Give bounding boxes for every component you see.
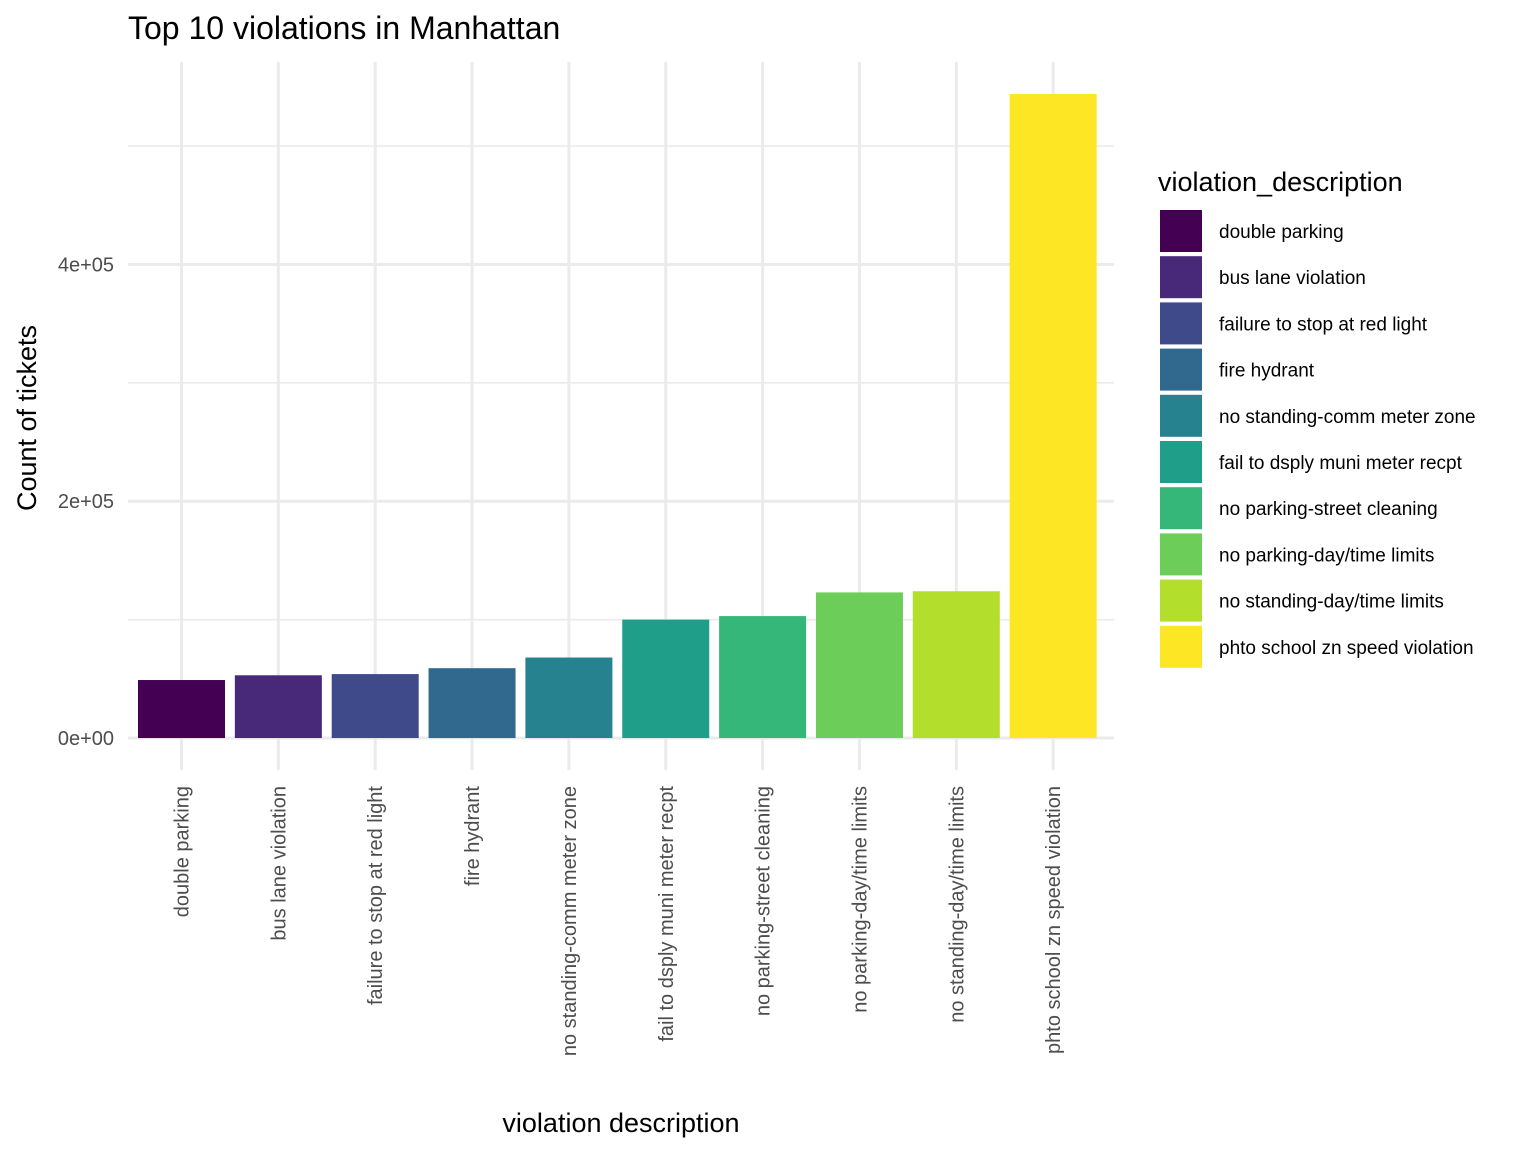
bar-4 <box>428 668 516 739</box>
legend: violation_description double parking bus … <box>1158 167 1476 668</box>
legend-key-3 <box>1160 302 1202 345</box>
x-tick-label: no parking-day/time limits <box>849 786 871 1013</box>
legend-label: fail to dsply muni meter recpt <box>1219 453 1463 474</box>
y-tick-label: 2e+05 <box>58 491 114 513</box>
legend-label: double parking <box>1219 222 1344 243</box>
x-tick-label: phto school zn speed violation <box>1043 786 1065 1054</box>
legend-label: no parking-street cleaning <box>1219 499 1438 520</box>
y-tick-label: 4e+05 <box>58 254 114 276</box>
bar-1 <box>138 680 225 739</box>
x-tick-label: fail to dsply muni meter recpt <box>656 786 678 1042</box>
legend-key-1 <box>1160 210 1202 252</box>
bar-10 <box>1009 93 1097 739</box>
y-tick-label: 0e+00 <box>58 728 114 750</box>
legend-title: violation_description <box>1158 167 1403 197</box>
bar-2 <box>234 675 322 739</box>
legend-key-7 <box>1160 487 1202 530</box>
chart-title: Top 10 violations in Manhattan <box>128 10 560 46</box>
bar-8 <box>815 592 903 739</box>
bar-9 <box>912 591 1000 739</box>
legend-key-2 <box>1160 256 1202 299</box>
x-tick-label: double parking <box>172 786 194 917</box>
bar-6 <box>622 619 710 739</box>
x-tick-label: no parking-street cleaning <box>753 786 775 1016</box>
legend-key-8 <box>1160 533 1202 576</box>
x-axis-title: violation description <box>502 1108 739 1138</box>
legend-label: no parking-day/time limits <box>1219 545 1434 566</box>
bar-3 <box>331 674 419 739</box>
x-tick-label: no standing-comm meter zone <box>559 786 581 1056</box>
legend-label: no standing-day/time limits <box>1219 592 1444 613</box>
x-tick-label: fire hydrant <box>462 786 484 886</box>
legend-label: phto school zn speed violation <box>1219 638 1474 659</box>
legend-key-4 <box>1160 348 1202 391</box>
legend-key-6 <box>1160 441 1202 483</box>
x-tick-label: failure to stop at red light <box>365 786 387 1005</box>
x-tick-label: bus lane violation <box>268 786 290 941</box>
bars <box>138 93 1097 739</box>
legend-key-10 <box>1160 625 1202 668</box>
legend-label: bus lane violation <box>1219 268 1366 289</box>
axis-ticks: 0e+00 2e+05 4e+05 double parking bus lane vi… <box>58 254 1065 1056</box>
y-axis-title: Count of tickets <box>12 325 42 511</box>
bar-5 <box>525 657 613 739</box>
legend-label: failure to stop at red light <box>1219 314 1428 335</box>
x-tick-label: no standing-day/time limits <box>946 786 968 1023</box>
legend-label: no standing-comm meter zone <box>1219 407 1476 428</box>
legend-label: fire hydrant <box>1219 361 1315 382</box>
bar-7 <box>719 616 807 739</box>
legend-key-9 <box>1160 579 1202 622</box>
legend-key-5 <box>1160 394 1202 437</box>
